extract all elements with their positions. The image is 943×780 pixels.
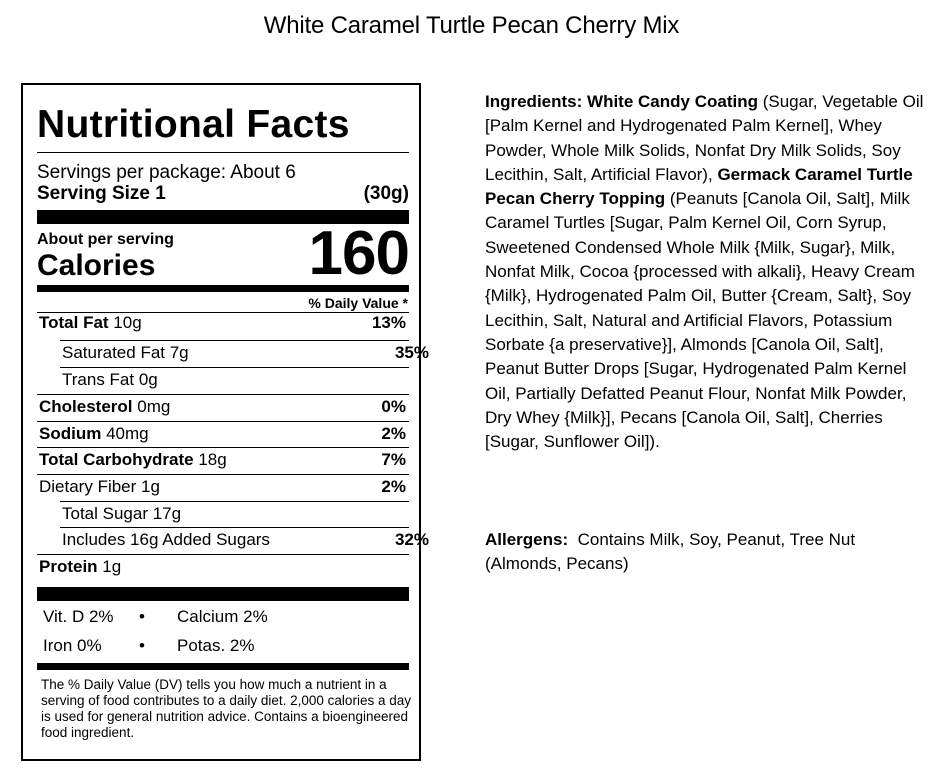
- bullet: •: [139, 607, 145, 626]
- nutrient-amount: Saturated Fat 7g: [62, 343, 189, 362]
- divider: [60, 501, 409, 502]
- nutrient-name: Total Carbohydrate: [39, 450, 194, 469]
- nutrient-amount: 0mg: [132, 397, 171, 416]
- calories-value: 160: [308, 219, 410, 288]
- divider: [37, 474, 409, 475]
- divider: [60, 340, 409, 341]
- servings-per-package: Servings per package: About 6: [37, 162, 296, 183]
- divider: [60, 367, 409, 368]
- nutrient-row: Saturated Fat 7g 35%: [39, 343, 434, 363]
- divider: [37, 312, 409, 313]
- iron: Iron 0%: [43, 636, 102, 655]
- nutrient-daily-value: 2%: [381, 424, 406, 443]
- serving-size-label: Serving Size 1: [37, 183, 166, 204]
- daily-value-header-text: % Daily Value *: [308, 295, 408, 311]
- about-per-serving: About per serving: [37, 231, 174, 248]
- topping-name: Germack Caramel Turtle Pecan Cherry Topp…: [485, 164, 913, 209]
- nutrition-facts-title: Nutritional Facts: [37, 103, 350, 146]
- nutrient-amount: 10g: [108, 313, 142, 332]
- nutrient-name: Protein: [39, 557, 98, 576]
- serving-size-value: (30g): [363, 183, 409, 204]
- daily-value-header: % Daily Value *: [37, 295, 409, 311]
- coating-name: White Candy Coating: [587, 92, 758, 111]
- divider: [37, 152, 409, 153]
- potassium: Potas. 2%: [177, 636, 255, 655]
- nutrient-amount: 1g: [97, 557, 122, 576]
- nutrient-amount: Trans Fat 0g: [62, 370, 158, 389]
- calories-label: Calories: [37, 249, 156, 282]
- nutrient-row: Total Carbohydrate 18g 7%: [39, 450, 411, 470]
- page-title: White Caramel Turtle Pecan Cherry Mix: [263, 12, 680, 39]
- nutrient-daily-value: 35%: [394, 343, 429, 362]
- divider: [37, 554, 409, 555]
- nutrient-row: Includes 16g Added Sugars 32%: [39, 530, 434, 550]
- divider: [37, 447, 409, 448]
- nutrient-row: Sodium 40mg 2%: [39, 424, 411, 444]
- nutrient-amount: Dietary Fiber 1g: [39, 477, 160, 496]
- nutrient-row: Total Sugar 17g: [39, 504, 434, 524]
- nutrient-row: Cholesterol 0mg 0%: [39, 397, 411, 417]
- divider: [37, 394, 409, 395]
- thick-divider: [37, 587, 409, 601]
- nutrient-row: Protein 1g: [39, 557, 411, 577]
- nutrient-amount: Includes 16g Added Sugars: [62, 530, 270, 549]
- allergens-text: Contains Milk, Soy, Peanut, Tree Nut (Al…: [485, 530, 856, 574]
- thick-divider: [37, 210, 409, 224]
- nutrient-name: Sodium: [39, 424, 102, 443]
- nutrient-name: Total Fat: [39, 313, 109, 332]
- nutrient-daily-value: 0%: [381, 397, 406, 416]
- nutrient-daily-value: 32%: [394, 530, 429, 549]
- divider: [60, 527, 409, 528]
- topping-ingredients: (Peanuts [Canola Oil, Salt], Milk Carame…: [485, 189, 915, 452]
- bullet: •: [139, 636, 145, 655]
- allergens-paragraph: Allergens: Contains Milk, Soy, Peanut, T…: [485, 528, 925, 577]
- ingredients-paragraph: Ingredients: White Candy Coating (Sugar,…: [485, 90, 925, 454]
- medium-divider: [37, 663, 409, 670]
- nutrient-row: Trans Fat 0g: [39, 370, 434, 390]
- nutrient-daily-value: 13%: [371, 313, 406, 332]
- allergens-label: Allergens:: [485, 530, 569, 549]
- nutrient-daily-value: 7%: [381, 450, 406, 469]
- coating-ingredients: (Sugar, Vegetable Oil [Palm Kernel and H…: [485, 92, 924, 184]
- nutrient-row: Total Fat 10g 13%: [39, 313, 411, 333]
- nutrient-row: Dietary Fiber 1g 2%: [39, 477, 411, 497]
- medium-divider: [37, 285, 409, 292]
- nutrition-facts-panel: Nutritional Facts Servings per package: …: [21, 83, 429, 761]
- nutrient-amount: 40mg: [101, 424, 149, 443]
- ingredients-label: Ingredients:: [485, 92, 583, 111]
- nutrient-daily-value: 2%: [381, 477, 406, 496]
- daily-value-footnote: The % Daily Value (DV) tells you how muc…: [41, 677, 411, 740]
- calcium: Calcium 2%: [177, 607, 268, 626]
- nutrient-amount: 18g: [193, 450, 227, 469]
- serving-size: Serving Size 1 (30g): [37, 183, 409, 205]
- vitamin-d: Vit. D 2%: [43, 607, 114, 626]
- nutrient-name: Cholesterol: [39, 397, 133, 416]
- nutrient-amount: Total Sugar 17g: [62, 504, 182, 523]
- divider: [37, 421, 409, 422]
